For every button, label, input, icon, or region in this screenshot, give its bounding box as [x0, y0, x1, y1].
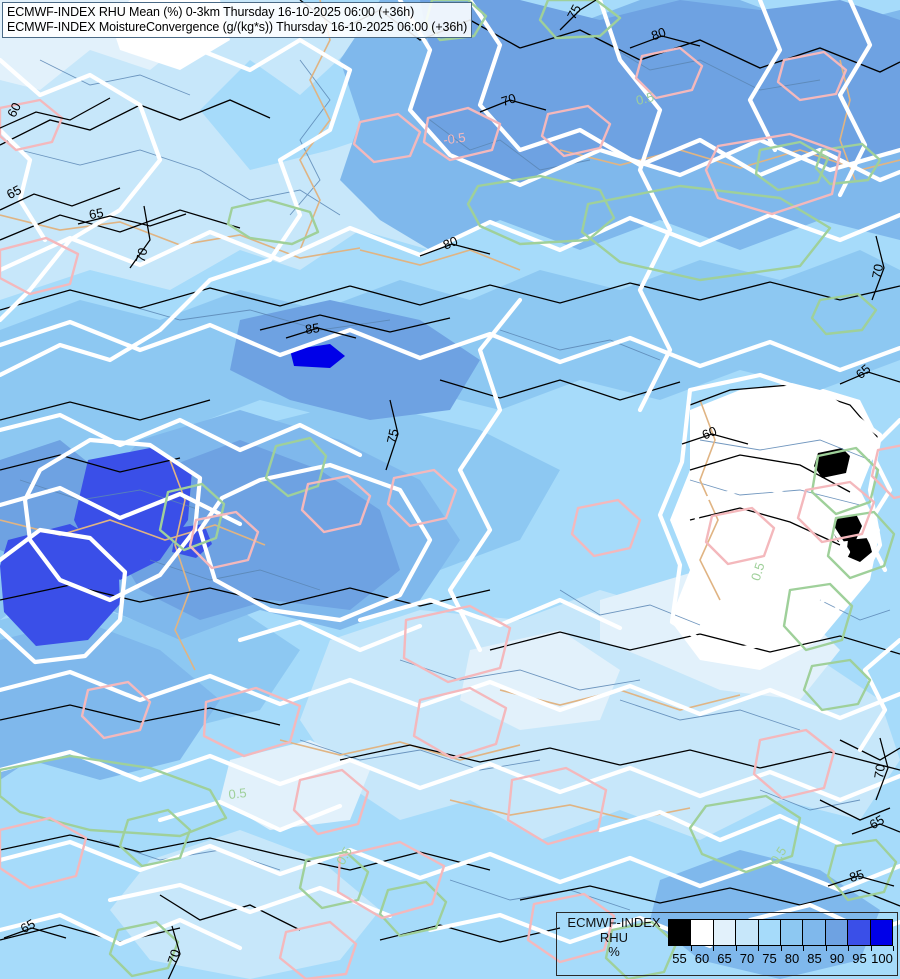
legend-tick-70: 70 [739, 951, 755, 966]
legend-swatch-70 [736, 920, 759, 945]
svg-text:70: 70 [133, 246, 151, 263]
svg-text:65: 65 [88, 205, 105, 222]
contour-labels: 6060656565657070707075758080808085857575… [4, 2, 888, 966]
legend-model: ECMWF-INDEX [567, 915, 661, 930]
legend-tick-mark [848, 946, 849, 951]
color-scale-legend[interactable]: ECMWF-INDEX RHU % 55 60 65 70 75 80 85 90 95 100 [556, 912, 898, 976]
moisture-label-0neg5: 0.50.5 [228, 785, 248, 802]
rhu-band-95b [0, 524, 120, 646]
svg-text:70: 70 [869, 263, 886, 280]
svg-text:65: 65 [18, 916, 38, 936]
moisture-label-neg0-5: -0.5-0.5 [442, 130, 466, 148]
rhu-label-60: 6060 [4, 100, 24, 120]
rhu-below-55-c [846, 538, 872, 562]
rhu-label-75: 7575 [384, 427, 402, 444]
svg-text:70: 70 [164, 947, 183, 965]
svg-text:65: 65 [4, 182, 24, 202]
svg-text:80: 80 [441, 233, 460, 252]
legend-tick-90: 90 [829, 951, 845, 966]
svg-text:60: 60 [4, 100, 24, 120]
legend-tick-mark [690, 946, 692, 951]
rhu-band-55-white2 [690, 500, 840, 630]
rhu-contour-lines [0, 0, 900, 951]
legend-swatch-65 [713, 920, 737, 945]
svg-text:80: 80 [649, 24, 668, 43]
rhu-label-60: 6060 [700, 423, 719, 442]
legend-tick-labels: 55 60 65 70 75 80 85 90 95 100 [668, 946, 894, 972]
svg-text:65: 65 [867, 812, 887, 832]
legend-tick-mark [893, 946, 894, 951]
moisture-label-0neg5: 0.50.5 [748, 561, 768, 583]
rhu-band-95d [290, 344, 345, 368]
chart-title-block: ECMWF-INDEX RHU Mean (%) 0-3km Thursday … [2, 2, 473, 38]
svg-text:-0.5: -0.5 [442, 130, 466, 148]
svg-text:0.5: 0.5 [228, 785, 248, 802]
legend-tick-85: 85 [807, 951, 822, 966]
legend-caption: ECMWF-INDEX RHU % [561, 915, 667, 960]
legend-swatch-60 [691, 920, 714, 945]
legend-tick-65: 65 [717, 951, 732, 966]
legend-tick-80: 80 [784, 951, 800, 966]
legend-swatch-55 [669, 920, 692, 945]
legend-tick-55: 55 [672, 951, 687, 966]
svg-text:0.5: 0.5 [748, 561, 768, 583]
title-line-rhu: ECMWF-INDEX RHU Mean (%) 0-3km Thursday … [7, 5, 415, 19]
legend-tick-mark [735, 946, 737, 951]
svg-text:75: 75 [384, 427, 402, 444]
svg-text:60: 60 [700, 423, 719, 442]
rhu-label-85: 8585 [847, 866, 865, 885]
svg-text:85: 85 [847, 866, 865, 885]
legend-tick-mark [713, 946, 714, 951]
legend-tick-75: 75 [762, 951, 777, 966]
legend-unit: % [608, 944, 620, 960]
moisture-label-0neg5: 0.50.5 [634, 89, 655, 108]
legend-tick-mark [758, 946, 759, 951]
legend-tick-mark [780, 946, 782, 951]
legend-color-swatches[interactable] [668, 919, 893, 946]
rhu-band-85d [230, 300, 480, 420]
legend-swatch-75 [758, 920, 782, 945]
legend-tick-mark [803, 946, 804, 951]
legend-swatch-80 [781, 920, 804, 945]
legend-tick-100: 100 [871, 951, 893, 966]
legend-parameter: RHU [599, 929, 629, 945]
moisture-convergence-negative [0, 46, 900, 979]
svg-text:0.5: 0.5 [634, 89, 655, 108]
rhu-label-75: 7575 [564, 2, 584, 22]
legend-tick-60: 60 [694, 951, 710, 966]
svg-text:75: 75 [564, 2, 584, 22]
legend-tick-95: 95 [852, 951, 867, 966]
svg-text:70: 70 [499, 90, 517, 109]
svg-text:85: 85 [304, 320, 320, 337]
legend-tick-mark [825, 946, 827, 951]
svg-text:70: 70 [871, 763, 888, 779]
legend-swatch-95 [848, 920, 871, 945]
legend-tick-mark [870, 946, 872, 951]
rhu-label-85: 8585 [304, 320, 320, 337]
legend-swatch-100 [870, 920, 893, 945]
legend-swatch-90 [825, 920, 849, 945]
title-line-moisture: ECMWF-INDEX MoistureConvergence (g/(kg*s… [7, 20, 468, 34]
legend-swatch-85 [803, 920, 826, 945]
